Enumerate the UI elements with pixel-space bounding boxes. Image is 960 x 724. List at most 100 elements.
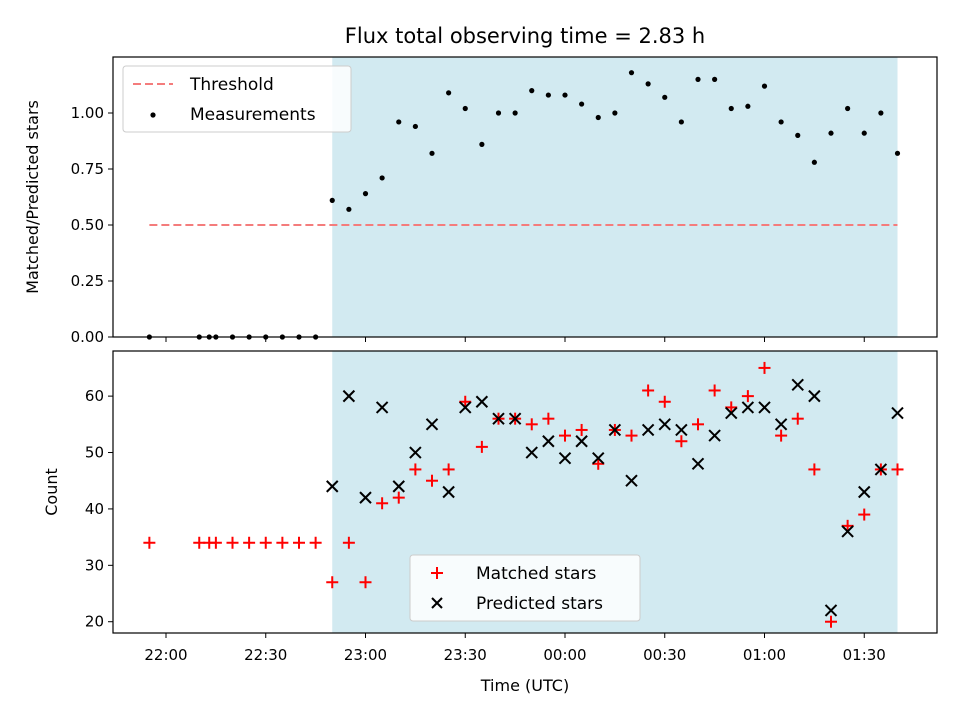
matched-star-point	[392, 491, 405, 504]
matched-star-point	[409, 463, 422, 476]
legend-predicted-label: Predicted stars	[476, 594, 603, 614]
measurement-point	[828, 130, 834, 136]
matched-star-point	[459, 395, 472, 408]
top-axes-frame	[112, 56, 938, 338]
measurement-point	[894, 150, 901, 156]
measurement-point	[562, 92, 568, 98]
measurement-point	[761, 83, 768, 89]
matched-star-point	[758, 361, 771, 374]
matched-star-point	[825, 615, 837, 628]
top-y-ticks: 0.00 0.25 0.50 0.75 1.00	[71, 104, 113, 346]
predicted-star-point	[858, 485, 871, 499]
matched-star-point	[426, 474, 438, 487]
top-x-ticks	[165, 337, 865, 342]
x-tick-label: 01:00	[743, 646, 786, 664]
measurement-point	[678, 119, 684, 125]
matched-star-point	[775, 429, 788, 442]
predicted-star-point	[625, 474, 638, 487]
measurement-point	[628, 70, 635, 76]
predicted-star-point	[725, 406, 738, 420]
matched-star-point	[725, 401, 738, 414]
measurement-point	[811, 159, 817, 165]
measurement-point	[346, 206, 352, 212]
matched-star-point	[642, 384, 655, 397]
predicted-star-point	[675, 423, 688, 437]
x-tick-label: 22:00	[144, 646, 187, 664]
x-tick-label: 01:30	[843, 646, 886, 664]
measurement-point	[645, 81, 651, 87]
matched-star-point	[841, 519, 854, 532]
measurement-point	[795, 132, 801, 138]
x-tick-label: 23:30	[444, 646, 487, 664]
y-tick-label: 0.25	[71, 272, 104, 290]
predicted-star-point	[774, 418, 788, 431]
predicted-star-point	[758, 401, 771, 414]
predicted-star-point	[841, 525, 854, 538]
predicted-star-point	[808, 389, 821, 403]
matched-star-point	[143, 536, 156, 549]
predicted-star-point	[459, 401, 472, 414]
predicted-star-point	[708, 429, 721, 442]
measurement-point	[379, 175, 385, 181]
matched-star-point	[791, 412, 804, 425]
measurement-point	[412, 123, 418, 130]
y-tick-label: 0.50	[71, 216, 104, 234]
predicted-star-point	[375, 401, 389, 414]
legend-measurements-swatch	[150, 112, 156, 118]
y-tick-label: 20	[85, 613, 104, 631]
measurement-point	[545, 92, 551, 98]
bottom-legend: Matched stars Predicted stars	[409, 554, 641, 622]
predicted-star-point	[791, 378, 804, 392]
matched-star-point	[326, 576, 339, 589]
predicted-star-point	[508, 412, 522, 425]
measurement-point	[728, 105, 734, 112]
predicted-star-point	[575, 435, 588, 448]
predicted-star-point	[741, 401, 755, 414]
measurement-point	[462, 105, 468, 112]
y-tick-label: 60	[85, 387, 104, 405]
matched-star-point	[692, 418, 704, 431]
y-tick-label: 50	[85, 444, 104, 462]
predicted-star-point	[592, 451, 605, 465]
measurement-point	[595, 114, 601, 121]
chart-title: Flux total observing time = 2.83 h	[345, 24, 705, 48]
bottom-axes-frame	[112, 350, 938, 634]
predicted-star-point	[558, 451, 572, 465]
y-tick-label: 40	[85, 500, 104, 518]
matched-star-point	[525, 418, 538, 431]
matched-star-point	[675, 435, 688, 448]
bottom-plot-marks	[143, 361, 904, 628]
top-shaded-region	[332, 57, 898, 337]
predicted-star-point	[326, 480, 339, 493]
matched-star-point	[658, 395, 671, 408]
predicted-star-point	[824, 604, 838, 617]
matched-star-point	[259, 536, 272, 549]
predicted-star-point	[641, 423, 655, 437]
x-tick-label: 22:30	[244, 646, 287, 664]
top-y-axis-label: Matched/Predicted stars	[23, 100, 42, 294]
x-tick-label: 23:00	[344, 646, 387, 664]
x-tick-label: 00:00	[543, 646, 586, 664]
predicted-star-point	[542, 435, 555, 448]
legend-threshold-label: Threshold	[189, 75, 274, 95]
measurement-point	[778, 119, 784, 125]
shaded-observing-window	[332, 57, 898, 337]
matched-star-point	[475, 440, 488, 453]
bottom-x-ticks: 22:00 22:30 23:00 23:30 00:00 00:30 01:00 01:30	[144, 633, 886, 664]
matched-star-point	[293, 536, 305, 549]
predicted-star-point	[425, 418, 439, 431]
measurement-point	[662, 94, 668, 100]
bottom-y-axis-label: Count	[42, 468, 61, 516]
measurement-point	[495, 110, 502, 116]
matched-star-point	[559, 429, 571, 442]
predicted-star-point	[475, 395, 489, 408]
measurement-point	[429, 150, 435, 156]
matched-star-point	[376, 497, 389, 510]
matched-star-point	[243, 536, 256, 549]
matched-star-point	[226, 536, 239, 549]
measurement-point	[745, 103, 751, 109]
bottom-y-ticks: 20 30 40 50 60	[85, 387, 113, 631]
matched-star-point	[209, 536, 222, 549]
measurement-point	[712, 76, 718, 82]
